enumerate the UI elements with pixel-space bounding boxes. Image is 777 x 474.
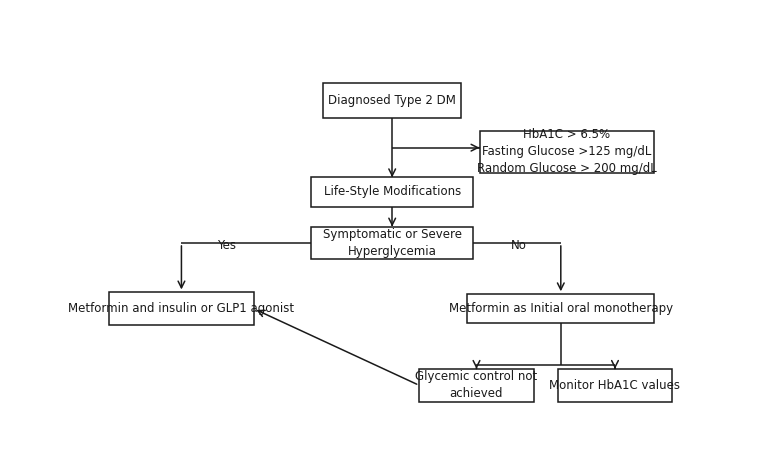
FancyBboxPatch shape	[479, 131, 654, 173]
FancyBboxPatch shape	[109, 292, 253, 325]
Text: HbA1C > 6.5%
Fasting Glucose >125 mg/dL
Random Glucose > 200 mg/dL: HbA1C > 6.5% Fasting Glucose >125 mg/dL …	[477, 128, 657, 175]
Text: Symptomatic or Severe
Hyperglycemia: Symptomatic or Severe Hyperglycemia	[322, 228, 462, 258]
Text: Metformin as Initial oral monotherapy: Metformin as Initial oral monotherapy	[449, 302, 673, 315]
Text: Metformin and insulin or GLP1 agonist: Metformin and insulin or GLP1 agonist	[68, 302, 294, 315]
Text: Diagnosed Type 2 DM: Diagnosed Type 2 DM	[328, 94, 456, 107]
Text: Monitor HbA1C values: Monitor HbA1C values	[549, 379, 681, 392]
FancyBboxPatch shape	[558, 369, 672, 402]
FancyBboxPatch shape	[420, 369, 534, 402]
FancyBboxPatch shape	[311, 227, 473, 259]
Text: No: No	[510, 239, 527, 252]
Text: Life-Style Modifications: Life-Style Modifications	[323, 185, 461, 199]
Text: Yes: Yes	[217, 239, 236, 252]
FancyBboxPatch shape	[311, 177, 473, 207]
Text: Glycemic control not
achieved: Glycemic control not achieved	[416, 370, 538, 401]
FancyBboxPatch shape	[468, 294, 654, 323]
FancyBboxPatch shape	[323, 83, 462, 118]
